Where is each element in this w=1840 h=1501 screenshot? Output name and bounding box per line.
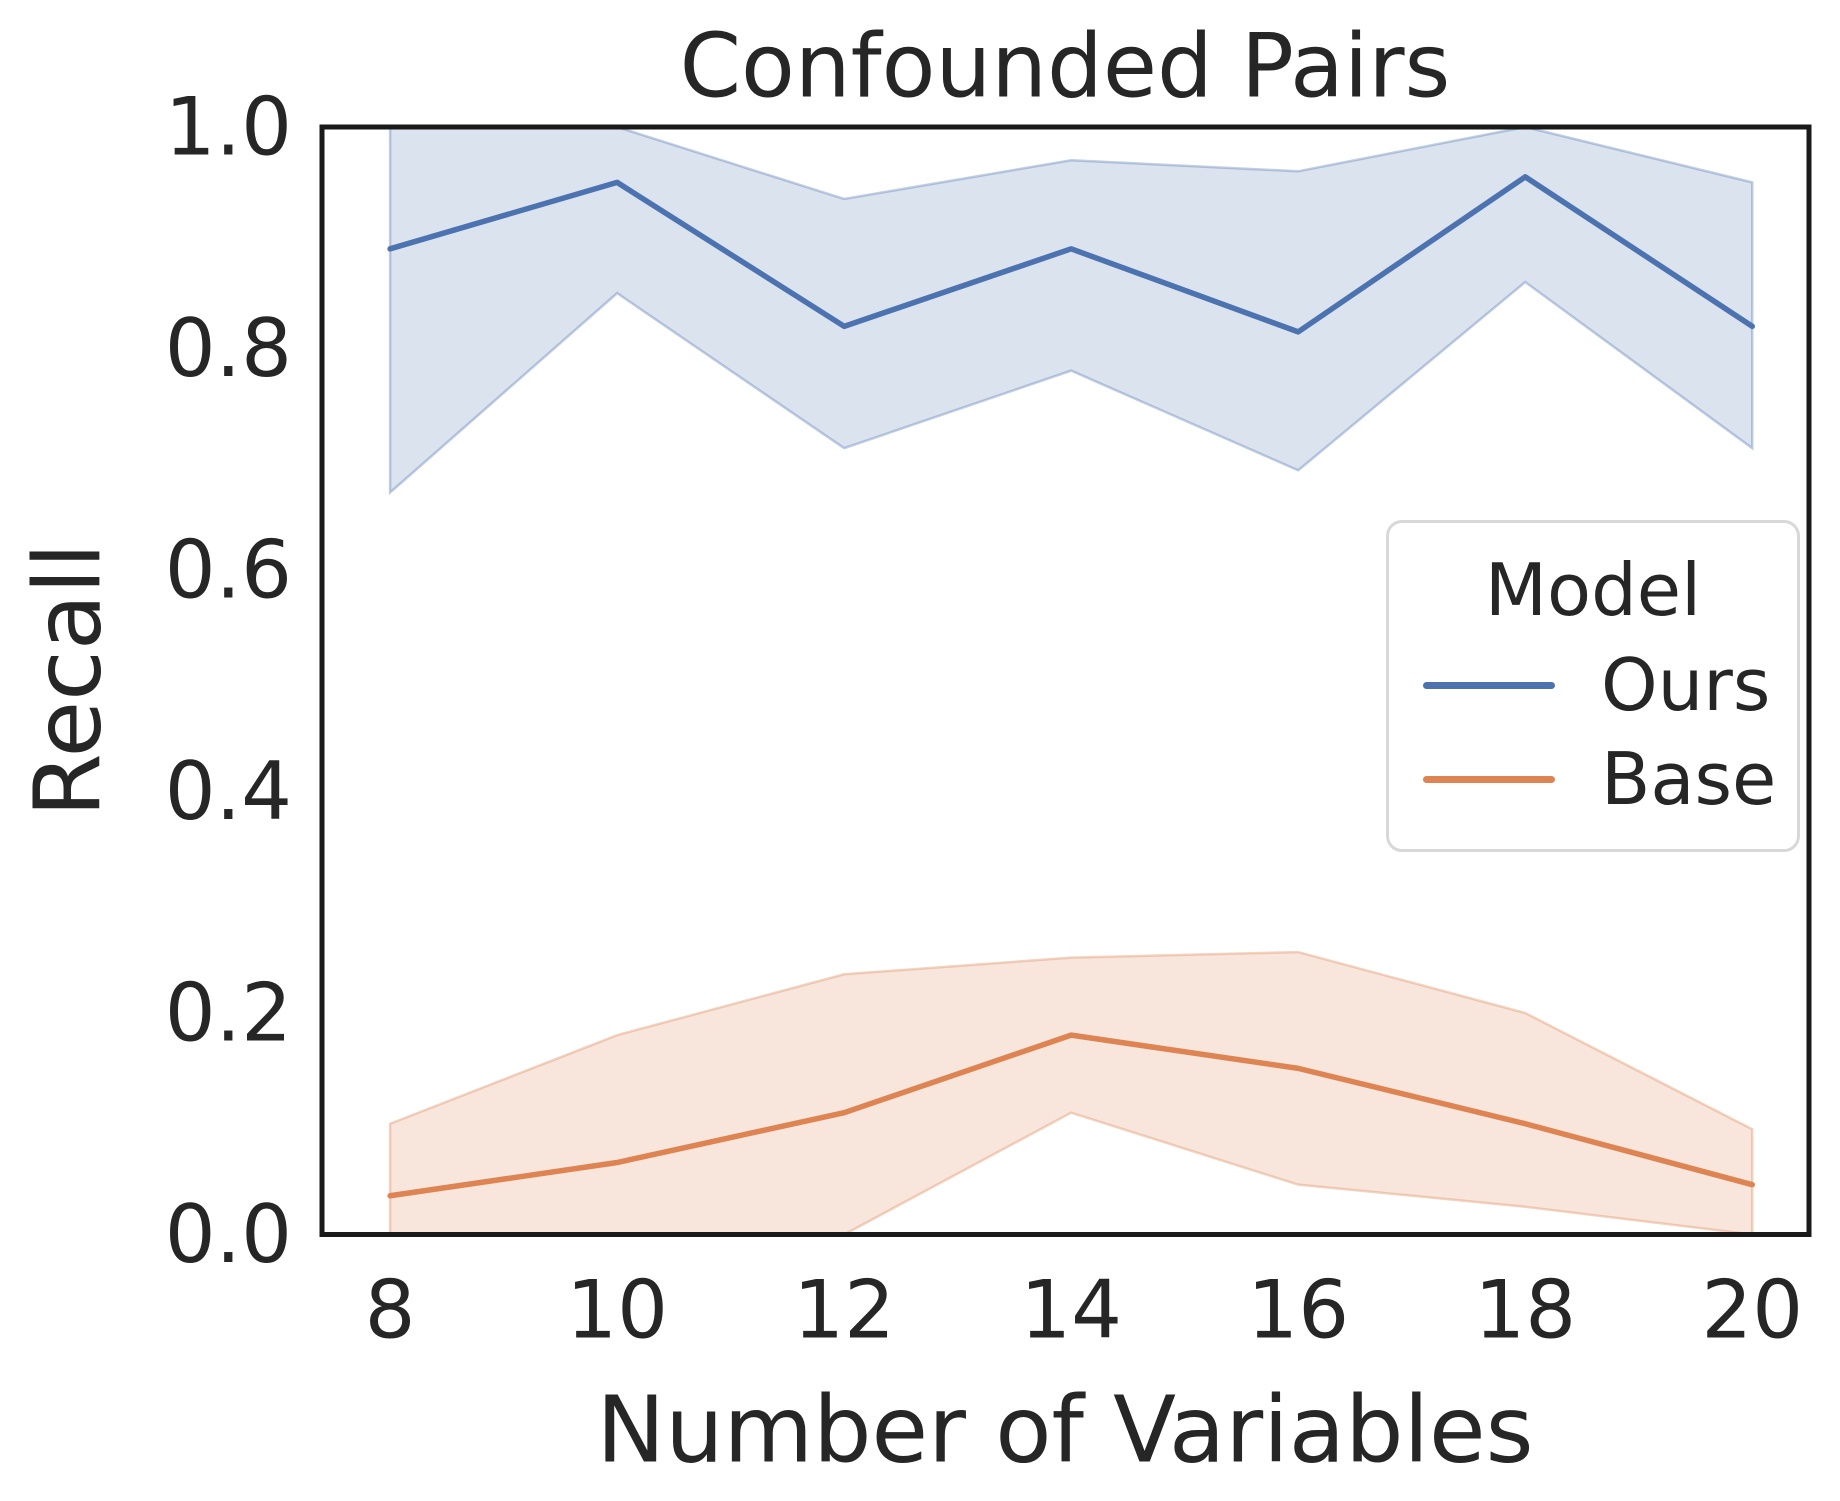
x-axis-label: Number of Variables [596, 1377, 1533, 1484]
legend-label-ours: Ours [1601, 643, 1771, 727]
base-confidence-band [388, 950, 1754, 1236]
x-tick-label: 18 [1474, 1264, 1576, 1357]
x-tick-label: 8 [365, 1264, 416, 1357]
y-tick-label: 1.0 [165, 81, 292, 174]
y-tick-label: 0.6 [165, 524, 292, 617]
x-tick-label: 10 [566, 1264, 668, 1357]
chart-title: Confounded Pairs [680, 15, 1451, 118]
ours-line [387, 174, 1755, 335]
x-tick-label: 12 [793, 1264, 895, 1357]
axes-frame [319, 124, 1812, 1237]
x-tick-label: 14 [1020, 1264, 1122, 1357]
y-axis-label: Recall [15, 543, 122, 817]
legend: Model Ours Base [1386, 520, 1800, 852]
y-tick-label: 0.0 [165, 1188, 292, 1281]
tick-layer: 8 10 12 14 16 18 20 0.0 0.2 0.4 0.6 0.8 1.0 [165, 81, 1803, 1357]
base-line [387, 1032, 1755, 1199]
x-tick-label: 20 [1701, 1264, 1803, 1357]
ours-confidence-band [388, 125, 1754, 496]
legend-title: Model [1484, 547, 1702, 632]
ours-line-swatch [1423, 682, 1555, 690]
base-line-swatch [1423, 775, 1555, 783]
y-tick-label: 0.2 [165, 967, 292, 1060]
y-tick-label: 0.8 [165, 302, 292, 395]
legend-item-base: Base [1389, 736, 1797, 821]
y-tick-label: 0.4 [165, 745, 292, 838]
legend-item-ours: Ours [1389, 643, 1797, 727]
legend-label-base: Base [1601, 736, 1777, 821]
x-tick-label: 16 [1247, 1264, 1349, 1357]
